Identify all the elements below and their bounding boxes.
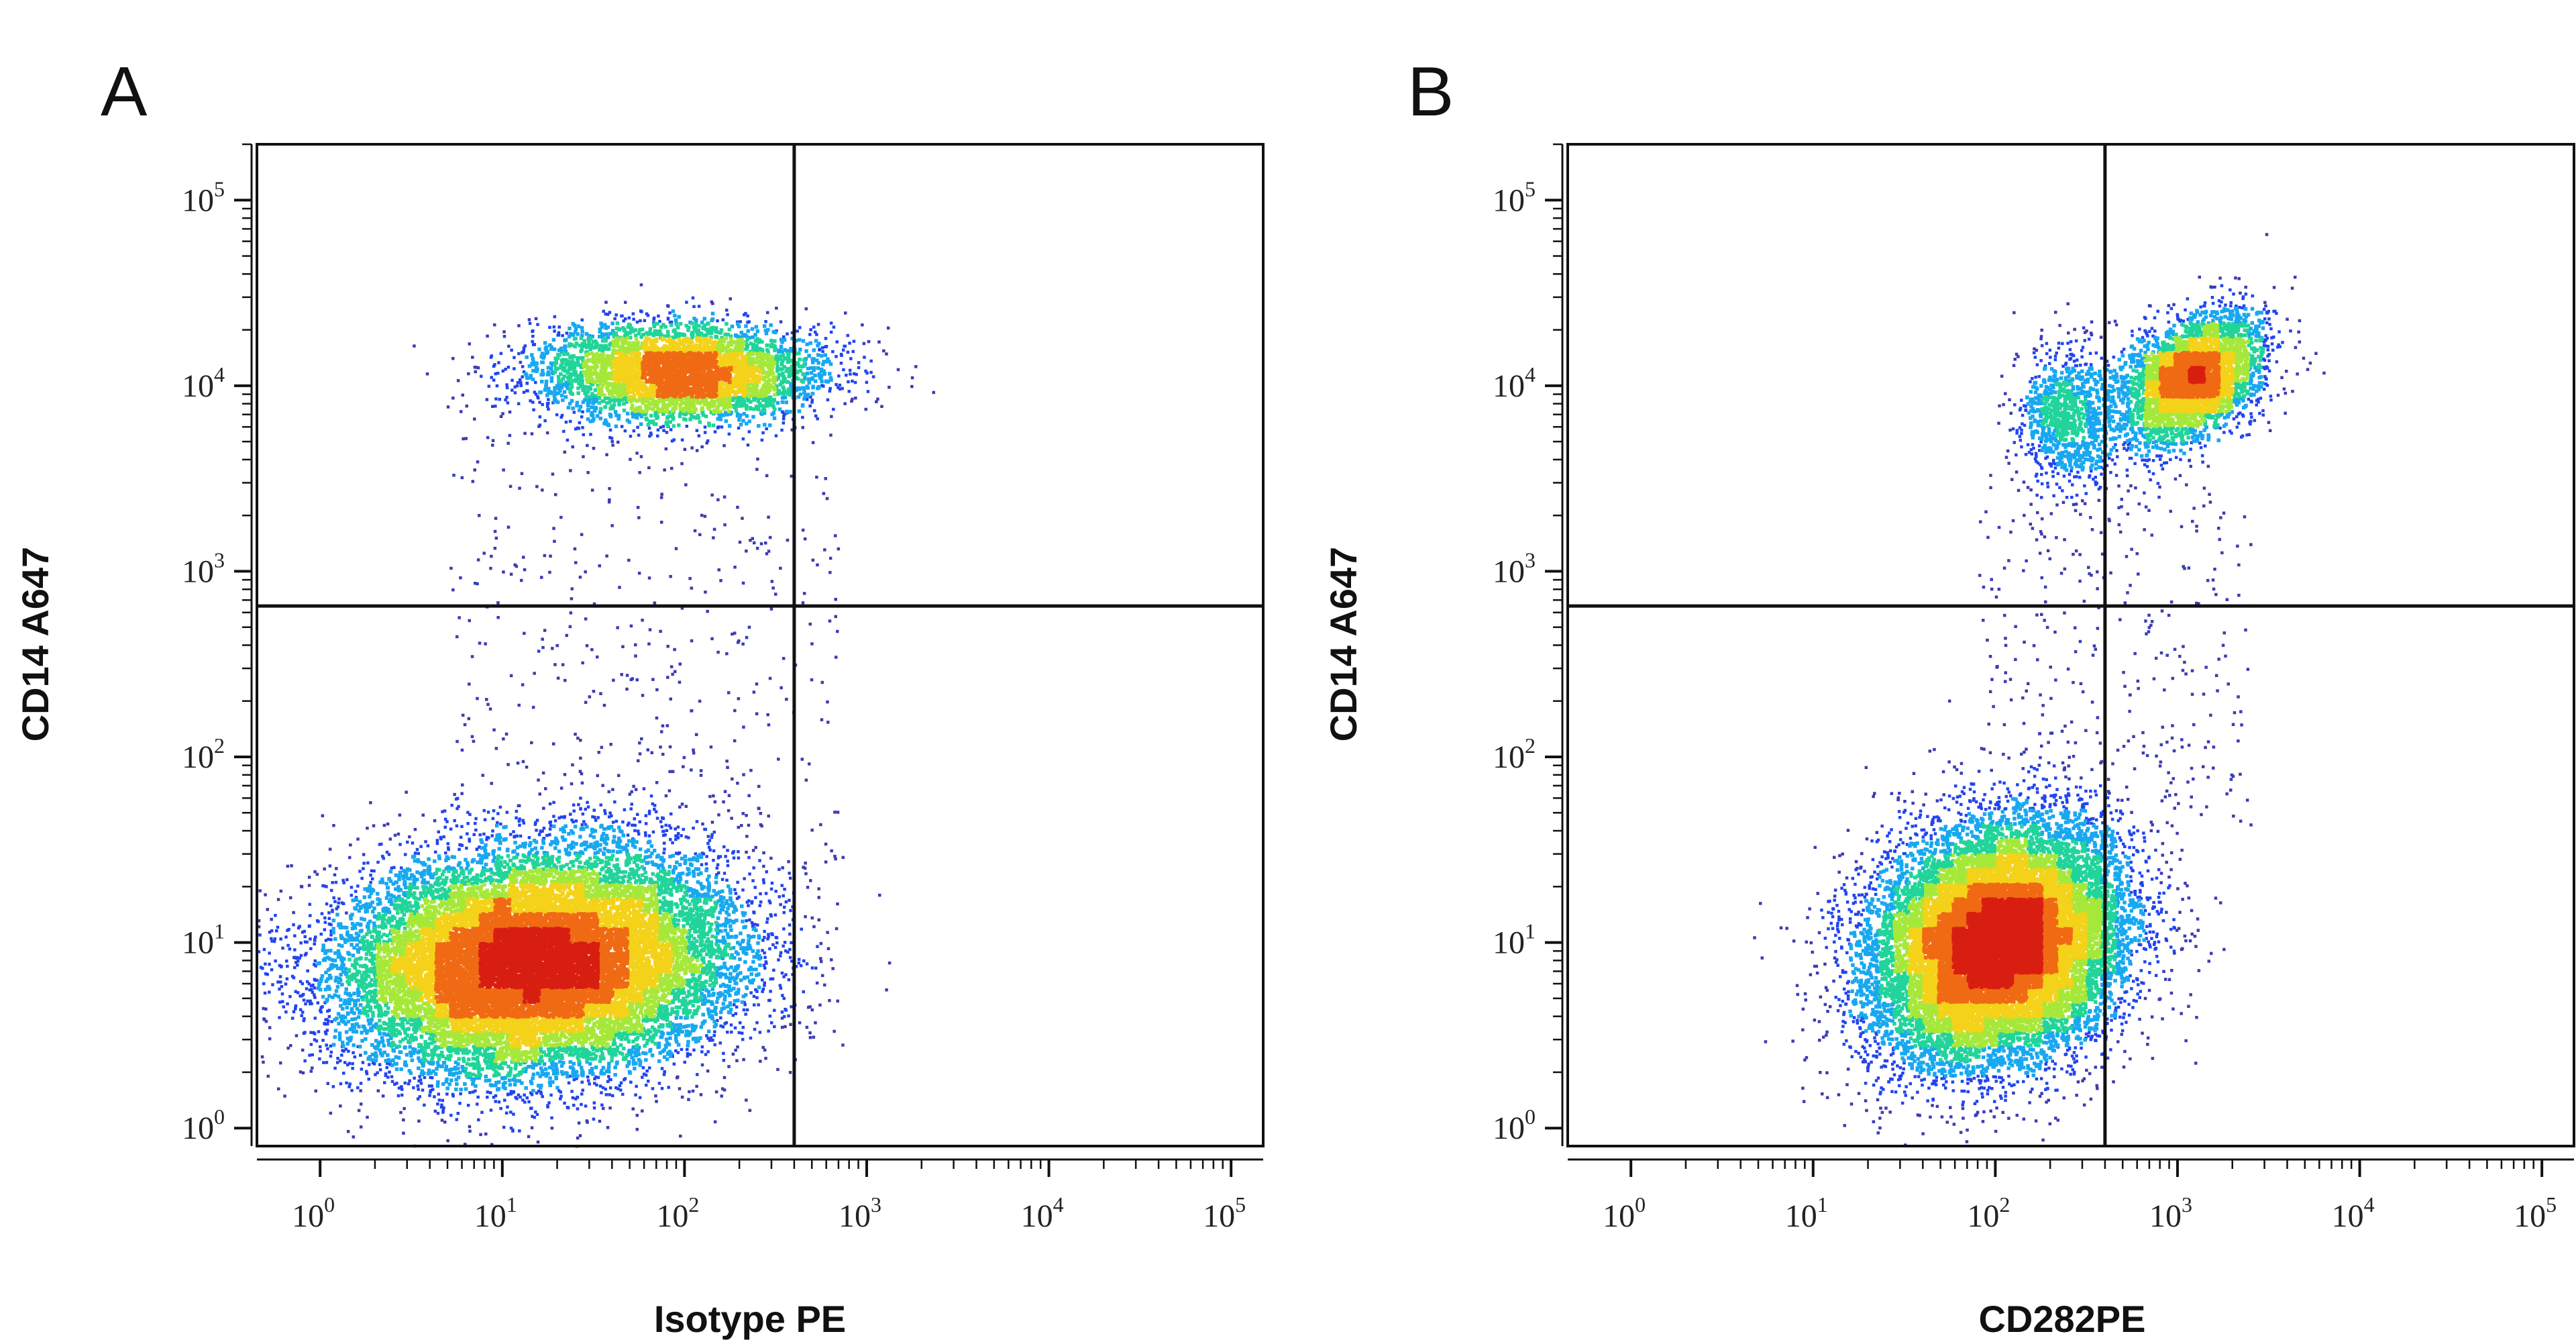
event-density-layer-6 (434, 351, 733, 1019)
panel-b-x-axis-title: CD282PE (1978, 1298, 2145, 1340)
panel-a-y-axis-title: CD14 A647 (14, 547, 56, 742)
event-density-layer-7 (1951, 366, 2206, 990)
panel-a-letter: A (101, 53, 148, 131)
panel-a-x-axis: 100 101 102 103 104 105 (257, 1158, 1263, 1234)
panel-b-plot-frame (1566, 143, 2575, 1147)
panel-a-plot-frame (256, 143, 1265, 1147)
panel-b-letter: B (1407, 53, 1454, 131)
x-tick-label: 103 (2149, 1192, 2192, 1234)
panel-a-x-axis-title: Isotype PE (654, 1298, 846, 1340)
event-density-layer-5 (390, 336, 763, 1049)
event-density-layer-4 (375, 336, 777, 1064)
x-tick-label: 103 (839, 1192, 881, 1234)
panel-a: A 100 101 102 103 104 105 100101102103104105 … (14, 53, 1265, 1340)
y-tick-label: 102 (1493, 733, 1536, 775)
panel-b: B 100 101 102 103 104 105 100101102103104105 … (1322, 53, 2575, 1340)
event-density-layer-4 (1892, 322, 2250, 1049)
panel-b-events (1753, 233, 2326, 1147)
panel-a-quadrant-gate (257, 144, 1263, 1146)
panel-b-y-axis-title: CD14 A647 (1322, 547, 1364, 742)
panel-a-events (257, 283, 935, 1148)
event-density-layer-7 (478, 927, 600, 1004)
panel-b-quadrant-gate (1568, 144, 2574, 1146)
x-tick-label: 105 (2514, 1192, 2557, 1234)
